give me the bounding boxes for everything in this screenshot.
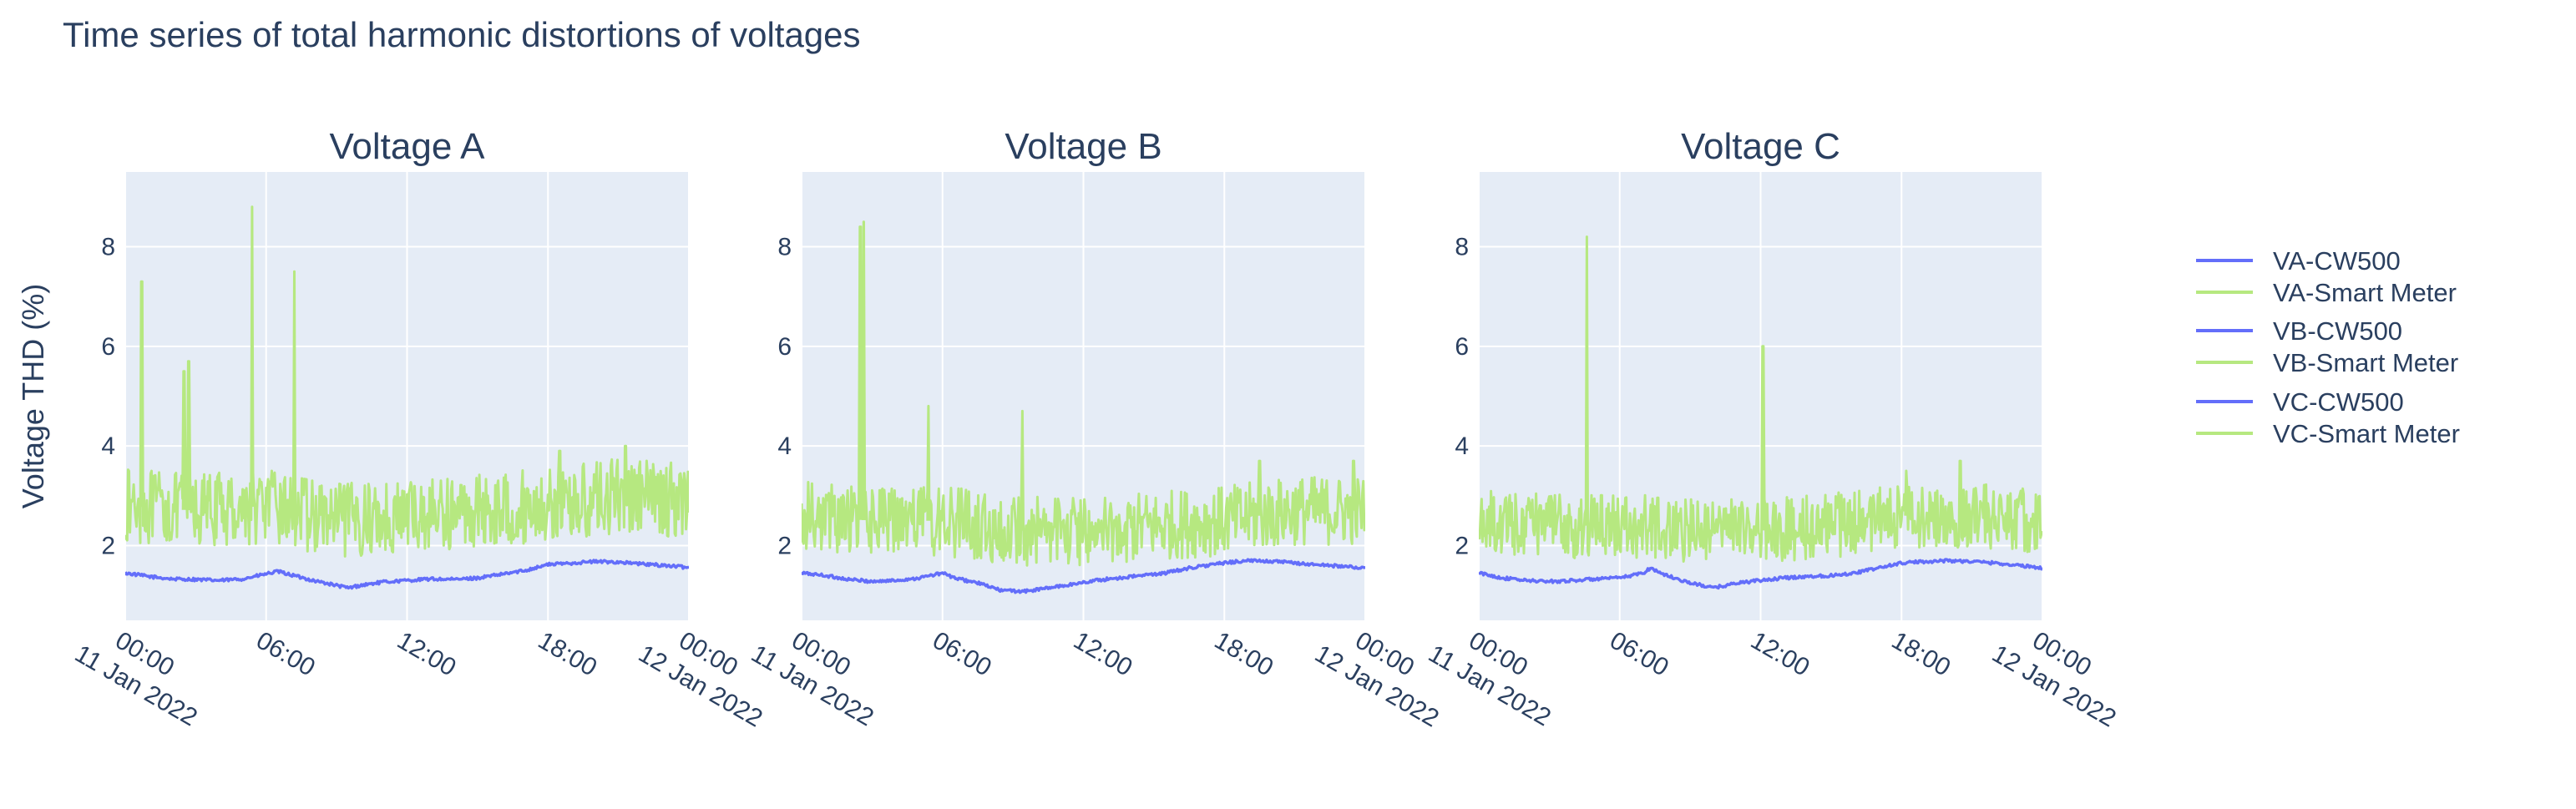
series-line-vb-cw500 — [802, 558, 1365, 594]
y-tick-label: 4 — [777, 432, 792, 460]
x-tick-label: 00:0011 Jan 2022 — [746, 612, 894, 731]
y-tick-label: 2 — [101, 533, 115, 560]
chart-title: Time series of total harmonic distortion… — [63, 15, 861, 54]
x-tick-label: 06:00 — [928, 626, 996, 681]
series-line-vb-smart-meter — [802, 220, 1365, 567]
y-tick-label: 6 — [101, 333, 115, 361]
series-line-vc-smart-meter — [1479, 235, 2042, 563]
series-line-va-cw500 — [125, 559, 689, 590]
y-tick-label: 8 — [1455, 234, 1469, 261]
y-axis-label: Voltage THD (%) — [16, 284, 50, 508]
x-tick-label: 06:00 — [1605, 626, 1673, 681]
legend-label: VB-Smart Meter — [2273, 348, 2458, 377]
y-tick-label: 8 — [101, 234, 115, 261]
x-tick-label: 00:0012 Jan 2022 — [634, 612, 783, 732]
legend-label: VC-Smart Meter — [2273, 419, 2460, 448]
y-tick-label: 2 — [1455, 533, 1469, 560]
x-tick-label: 12:00 — [1746, 626, 1814, 681]
legend-item[interactable]: VC-CW500 — [2196, 387, 2404, 417]
x-tick-label: 00:0012 Jan 2022 — [1310, 612, 1460, 732]
legend-item[interactable]: VB-Smart Meter — [2196, 348, 2458, 377]
legend-label: VA-Smart Meter — [2273, 278, 2457, 307]
x-tick-label: 12:00 — [392, 626, 461, 681]
x-tick-label: 12:00 — [1069, 626, 1137, 681]
y-tick-label: 8 — [777, 234, 792, 261]
x-tick-label: 18:00 — [1887, 626, 1956, 681]
x-tick-label: 00:0012 Jan 2022 — [1987, 612, 2137, 732]
legend-label: VC-CW500 — [2273, 387, 2404, 417]
subplot-title: Voltage A — [330, 126, 486, 167]
y-tick-label: 4 — [101, 432, 115, 460]
legend-label: VB-CW500 — [2273, 316, 2402, 346]
x-tick-label: 18:00 — [534, 626, 602, 681]
y-tick-label: 6 — [1455, 333, 1469, 361]
x-tick-label: 00:0011 Jan 2022 — [70, 612, 218, 731]
subplot-b: Voltage B 2 4 6 8 00:0011 Jan 2022 06:00 12:00 1… — [746, 126, 1460, 733]
legend-item[interactable]: VA-Smart Meter — [2196, 278, 2457, 307]
legend-item[interactable]: VA-CW500 — [2196, 246, 2401, 276]
series-line-va-smart-meter — [125, 205, 689, 558]
x-tick-label: 06:00 — [251, 626, 320, 681]
subplot-a: Voltage A 2 4 6 8 00:0011 Jan 2022 06:00 12:00 1… — [16, 126, 783, 733]
subplot-c: Voltage C 2 4 6 8 00:0011 Jan 2022 06:00 12:00 1… — [1424, 126, 2137, 733]
y-tick-label: 4 — [1455, 432, 1469, 460]
subplot-title: Voltage C — [1681, 126, 1840, 167]
subplots: Voltage A 2 4 6 8 00:0011 Jan 2022 06:00 12:00 1… — [16, 126, 2137, 733]
legend-item[interactable]: VC-Smart Meter — [2196, 419, 2460, 448]
y-tick-label: 6 — [777, 333, 792, 361]
x-tick-label: 00:0011 Jan 2022 — [1424, 612, 1571, 731]
x-tick-label: 18:00 — [1210, 626, 1278, 681]
y-tick-label: 2 — [777, 533, 792, 560]
legend-label: VA-CW500 — [2273, 246, 2401, 276]
subplot-title: Voltage B — [1005, 126, 1161, 167]
series-line-vc-cw500 — [1479, 558, 2042, 590]
legend-item[interactable]: VB-CW500 — [2196, 316, 2402, 346]
